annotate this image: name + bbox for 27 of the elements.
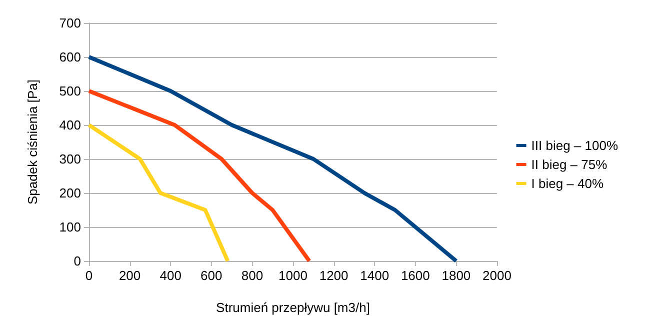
legend-label: III bieg – 100% xyxy=(531,138,618,153)
y-axis-title: Spadek ciśnienia [Pa] xyxy=(25,79,40,205)
x-tick-label: 200 xyxy=(118,268,141,283)
x-tick-label: 1200 xyxy=(319,268,348,283)
y-tick-label: 100 xyxy=(59,220,81,234)
legend-label: I bieg – 40% xyxy=(531,176,604,191)
y-tick-label: 300 xyxy=(59,152,81,166)
x-tick-label: 400 xyxy=(160,268,182,283)
x-tick-label: 1000 xyxy=(278,268,308,283)
line-series xyxy=(87,123,230,263)
x-axis-title: Strumień przepływu [m3/h] xyxy=(216,300,370,315)
y-tick-label: 700 xyxy=(59,16,81,30)
y-tick-label: 0 xyxy=(74,254,81,268)
y-tick-label: 500 xyxy=(59,84,81,98)
x-tick-label: 2000 xyxy=(482,268,512,283)
y-tick-label: 200 xyxy=(59,186,81,200)
y-tick-label: 400 xyxy=(59,118,81,132)
x-tick-label: 1400 xyxy=(360,268,390,283)
x-tick-label: 1600 xyxy=(400,268,430,283)
x-tick-label: 1800 xyxy=(442,268,471,283)
line-series xyxy=(87,55,458,263)
line-series xyxy=(87,89,312,263)
y-tick-label: 600 xyxy=(59,50,81,64)
x-tick-label: 800 xyxy=(241,268,264,283)
x-tick-label: 0 xyxy=(85,268,93,283)
x-tick-label: 600 xyxy=(200,268,222,283)
legend-label: II bieg – 75% xyxy=(531,157,608,172)
